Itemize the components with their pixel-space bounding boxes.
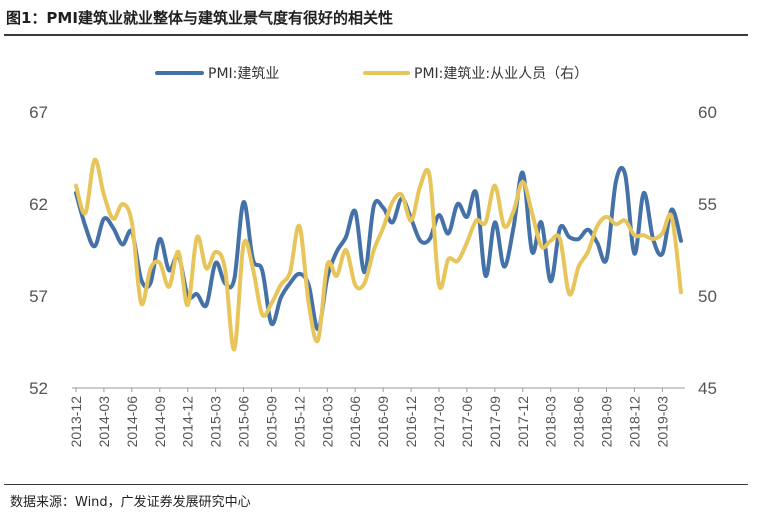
y-right-tick-label: 55: [698, 195, 717, 214]
x-tick-label: 2014-03: [96, 396, 112, 448]
x-tick-label: 2016-09: [375, 396, 391, 448]
legend-label: PMI:建筑业:从业人员（右）: [414, 66, 588, 82]
y-right-tick-label: 45: [698, 379, 717, 398]
x-tick-label: 2017-06: [459, 396, 475, 448]
y-right-tick-label: 60: [698, 103, 717, 122]
x-tick-label: 2017-03: [431, 396, 447, 448]
x-tick-label: 2015-09: [263, 396, 279, 448]
x-tick-label: 2016-03: [319, 396, 335, 448]
x-tick-label: 2014-09: [152, 396, 168, 448]
x-tick-label: 2018-06: [571, 396, 587, 448]
y-left-tick-label: 57: [29, 287, 48, 306]
y-left-tick-label: 67: [29, 103, 48, 122]
y-right-axis: 45 50 55 60: [698, 103, 717, 398]
legend-label: PMI:建筑业: [208, 66, 279, 82]
x-tick-label: 2018-12: [626, 396, 642, 448]
series-line-pmi-construction-employment: [74, 157, 683, 352]
x-tick-label: 2017-12: [515, 396, 531, 448]
x-tick-label: 2016-12: [403, 396, 419, 448]
y-right-tick-label: 50: [698, 287, 717, 306]
y-left-tick-label: 52: [29, 379, 48, 398]
x-tick-label: 2015-12: [291, 396, 307, 448]
x-tick-label: 2017-09: [487, 396, 503, 448]
y-left-axis: 52 57 62 67: [29, 103, 48, 398]
x-tick-label: 2019-03: [654, 396, 670, 448]
x-tick-label: 2015-06: [236, 396, 252, 448]
x-tick-label: 2014-06: [124, 396, 140, 448]
title-divider: [4, 34, 748, 36]
series-layer: [74, 157, 683, 352]
source-note: 数据来源：Wind，广发证券发展研究中心: [10, 495, 251, 510]
x-tick-label: 2014-12: [180, 396, 196, 448]
line-chart: PMI:建筑业 PMI:建筑业:从业人员（右） 52 57 62 67 45 50 55 60…: [29, 66, 717, 447]
chart-legend: PMI:建筑业 PMI:建筑业:从业人员（右）: [155, 66, 588, 82]
x-tick-label: 2015-03: [208, 396, 224, 448]
x-tick-label: 2013-12: [68, 396, 84, 448]
source-divider: [4, 484, 748, 485]
x-tick-label: 2018-09: [599, 396, 615, 448]
x-tick-label: 2016-06: [347, 396, 363, 448]
x-axis: 2013-12 2014-03 2014-06 2014-09 2014-12 2015-…: [68, 388, 670, 447]
y-left-tick-label: 62: [29, 195, 48, 214]
figure-title: 图1：PMI建筑业就业整体与建筑业景气度有很好的相关性: [6, 9, 393, 27]
x-tick-label: 2018-03: [543, 396, 559, 448]
